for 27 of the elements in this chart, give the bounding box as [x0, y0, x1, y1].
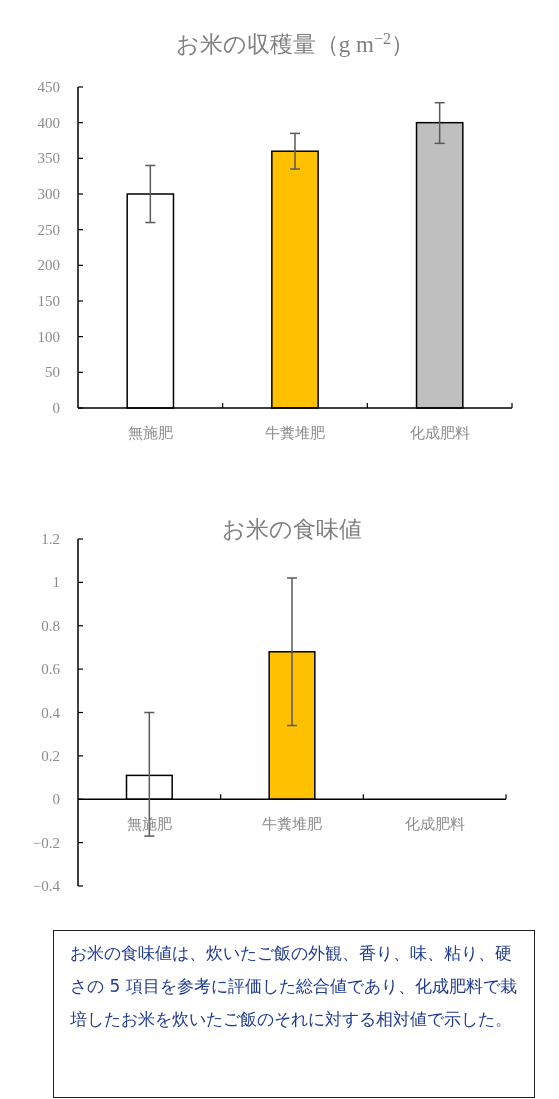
y-tick-label: 0: [52, 791, 60, 808]
y-tick-label: 0: [52, 400, 60, 416]
y-tick-label: 0.8: [41, 617, 60, 634]
y-tick-label: −0.4: [32, 878, 61, 894]
y-tick-label: 1: [52, 574, 60, 591]
chart-title: お米の収穫量（g m$^{−2}$）: [175, 29, 415, 57]
y-tick-label: 150: [37, 293, 60, 309]
y-tick-label: 300: [37, 186, 60, 202]
x-tick-label: 牛糞堆肥: [262, 816, 322, 833]
y-tick-label: 0.6: [41, 661, 61, 678]
y-tick-label: 50: [45, 364, 60, 381]
y-tick-label: 200: [37, 257, 60, 274]
x-tick-label: 無施肥: [127, 425, 173, 441]
x-tick-label: 牛糞堆肥: [265, 425, 325, 441]
y-tick-label: 450: [37, 79, 60, 95]
y-tick-label: 400: [37, 114, 60, 131]
y-tick-label: 350: [37, 150, 60, 167]
chart-title: お米の食味値: [222, 517, 362, 542]
x-tick-label: 化成肥料: [404, 816, 465, 833]
y-tick-label: 100: [37, 328, 60, 345]
y-tick-label: 0.4: [41, 704, 61, 721]
y-tick-label: 250: [37, 221, 60, 238]
y-tick-label: 1.2: [41, 531, 60, 547]
y-tick-label: −0.2: [32, 834, 60, 851]
x-tick-label: 化成肥料: [409, 425, 470, 441]
y-tick-label: 0.2: [41, 747, 60, 764]
text: お米の食味値は、炊いたご飯の外観、香り、味、粘り、硬さの 5 項目を参考に評価した総合値であり、化成肥料で栽培したお米を炊いたご飯のそれに対する相対値で示した。: [53, 930, 535, 1098]
